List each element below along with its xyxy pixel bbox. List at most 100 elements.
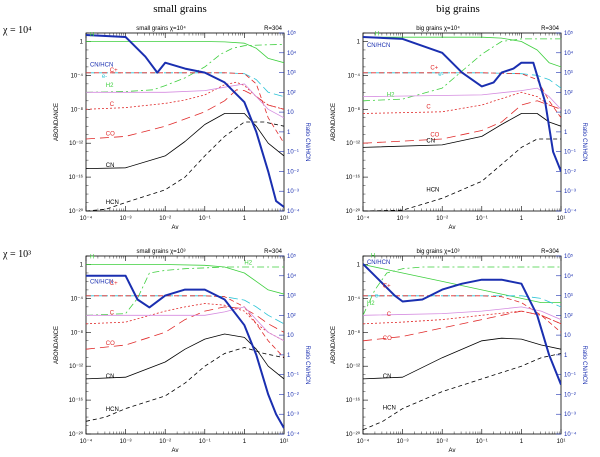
series-label-cn: CN: [106, 163, 115, 169]
series-line-cn-hcn: [86, 274, 284, 429]
series-label-c-: C+: [110, 281, 118, 287]
series-line-o: [363, 87, 561, 110]
y-tick-label: 10⁻⁴: [348, 72, 361, 79]
series-label-e-: e-: [375, 294, 380, 300]
y2-tick-label: 10⁴: [287, 50, 297, 57]
series-line-o: [86, 83, 284, 119]
series-label-cn: CN: [106, 374, 115, 380]
series-line-c: [86, 81, 284, 110]
x-tick-label: 1: [520, 439, 524, 445]
series-label-c: C: [426, 104, 431, 110]
series-label-hcn: HCN: [383, 405, 396, 411]
series-line-co: [86, 306, 284, 350]
column-header-big-grains: big grains: [436, 3, 480, 15]
series-line-o: [86, 306, 284, 342]
x-tick-label: 10⁻¹: [199, 439, 211, 445]
y-tick-label: 10⁻²⁰: [69, 431, 84, 438]
y2-tick-label: 10: [287, 110, 294, 116]
x-tick-label: 10⁻⁴: [357, 438, 370, 445]
y-tick-label: 10⁻⁸: [71, 106, 84, 113]
y2-tick-label: 10: [287, 333, 294, 339]
y2-tick-label: 10⁻³: [564, 412, 576, 418]
series-label-h2: H2: [367, 301, 375, 307]
series-line-hcn: [363, 138, 561, 211]
series-lines: [86, 264, 284, 429]
panel-title: small grains χ=10⁴: [136, 25, 186, 32]
chart-panel-4: 10⁻⁴ 10⁻³ 10⁻² 10⁻¹ 1 10¹ 1 10⁻⁴ 10⁻⁸ 10⁻¹² 10⁻¹⁶ 1…: [331, 249, 587, 454]
series-lines: [363, 36, 561, 211]
chart-panel-3: 10⁻⁴ 10⁻³ 10⁻² 10⁻¹ 1 10¹ 1 10⁻⁴ 10⁻⁸ 10⁻¹² 10⁻¹⁶ 1…: [54, 249, 310, 454]
chart-panel-2: 10⁻⁴ 10⁻³ 10⁻² 10⁻¹ 1 10¹ 1 10⁻⁴ 10⁻⁸ 10⁻¹² 10⁻¹⁶ 1…: [331, 25, 587, 231]
x-tick-label: 1: [243, 216, 247, 222]
panel-r-label: R=304: [541, 249, 560, 255]
x-axis-label: Av: [449, 225, 456, 231]
series-line-cn-hcn: [363, 36, 561, 172]
y-tick-label: 10⁻¹⁶: [69, 174, 84, 181]
y-tick-label: 10⁻⁸: [71, 329, 84, 336]
series-label-co: CO: [383, 336, 392, 342]
x-axis-label: Av: [449, 448, 456, 454]
x-tick-label: 10⁻³: [120, 216, 132, 222]
series-label-e-: e-: [438, 72, 443, 78]
x-tick-label: 10⁻¹: [199, 216, 211, 222]
y2-axis-label: Ratio CN/HCN: [581, 345, 587, 384]
y-axis-label: ABONDANCE: [331, 326, 337, 364]
series-lines: [363, 263, 561, 431]
x-tick-label: 10⁻²: [436, 439, 448, 445]
series-line-e-: [363, 295, 561, 308]
x-tick-label: 1: [243, 439, 247, 445]
y-tick-label: 1: [80, 262, 84, 268]
series-label-c: C: [387, 312, 392, 318]
y2-axis-label: Ratio CN/HCN: [304, 345, 310, 384]
series-line-co: [363, 100, 561, 144]
y-tick-label: 10⁻¹⁶: [346, 397, 361, 404]
y2-tick-label: 10: [564, 333, 571, 339]
y2-tick-label: 1: [287, 130, 291, 136]
y-tick-label: 10⁻¹⁶: [69, 397, 84, 404]
series-line-hcn: [363, 353, 561, 431]
y-tick-label: 10⁻²⁰: [346, 208, 361, 215]
y2-tick-label: 10²: [287, 313, 296, 319]
series-line-cn: [363, 337, 561, 380]
series-line-cn: [86, 113, 284, 169]
y-tick-label: 1: [357, 262, 361, 268]
series-label-cn-hcn: CN/HCN: [367, 260, 390, 266]
y2-tick-label: 10⁴: [564, 273, 574, 280]
y-axis-label: ABONDANCE: [54, 103, 60, 141]
y-tick-label: 10⁻⁴: [71, 295, 84, 302]
y2-tick-label: 10²: [564, 313, 573, 319]
series-label-cn: CN: [426, 138, 435, 144]
series-label-cn-hcn: CN/HCN: [90, 280, 113, 286]
series-line-h: [363, 36, 561, 68]
y2-tick-label: 10⁻⁴: [564, 431, 577, 438]
y-tick-label: 10⁻⁴: [348, 295, 361, 302]
x-tick-label: 10⁻²: [159, 216, 171, 222]
series-label-c: C: [110, 102, 115, 108]
row-label-chi-1e3: χ = 10³: [2, 249, 31, 260]
x-tick-label: 10¹: [280, 439, 289, 445]
y-tick-label: 10⁻²⁰: [69, 208, 84, 215]
series-label-c-: C+: [383, 283, 391, 289]
y2-tick-label: 10⁻³: [564, 189, 576, 195]
x-axis-label: Av: [172, 448, 179, 454]
y-tick-label: 10⁻⁴: [71, 72, 84, 79]
x-tick-label: 10⁻⁴: [357, 215, 370, 222]
y-tick-label: 10⁻¹⁶: [346, 174, 361, 181]
series-line-e-: [86, 72, 284, 97]
series-label-cn-hcn: CN/HCN: [90, 63, 113, 69]
plot-frame: [362, 32, 562, 212]
series-label-cn: CN: [383, 374, 392, 380]
series-line-c: [363, 91, 561, 114]
x-tick-label: 10⁻²: [159, 439, 171, 445]
y2-tick-label: 10⁻¹: [287, 373, 299, 379]
series-line-c-: [363, 295, 561, 333]
x-tick-label: 10¹: [557, 439, 566, 445]
series-line-c-: [86, 72, 284, 144]
panel-title: big grains χ=10³: [416, 249, 459, 255]
y2-tick-label: 10²: [287, 90, 296, 96]
y2-tick-label: 10⁴: [564, 50, 574, 57]
y2-tick-label: 10⁻³: [287, 189, 299, 195]
series-label-c-: C+: [430, 65, 438, 71]
y2-tick-label: 10⁻⁴: [287, 208, 300, 215]
panel-r-label: R=304: [264, 249, 283, 255]
